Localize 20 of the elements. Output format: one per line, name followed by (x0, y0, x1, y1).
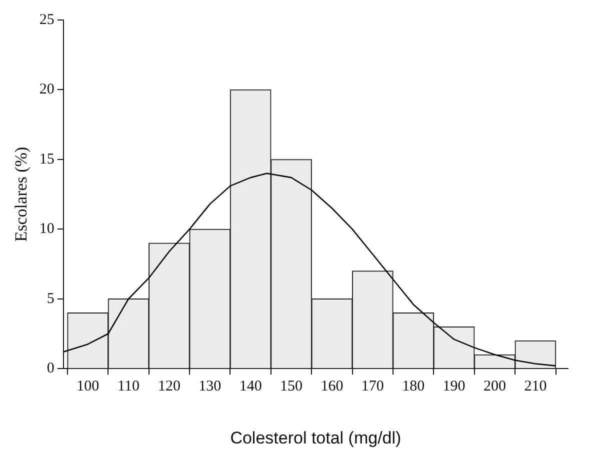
y-tick-label: 0 (46, 360, 54, 377)
x-tick-label: 170 (361, 378, 384, 395)
y-tick-label: 5 (46, 290, 54, 307)
x-tick-label: 160 (320, 378, 344, 395)
x-tick-label: 140 (239, 378, 262, 395)
x-tick-label: 110 (118, 378, 140, 395)
y-tick-label: 15 (39, 151, 54, 168)
y-tick-label: 20 (39, 82, 54, 98)
x-tick-label: 150 (280, 378, 303, 395)
y-tick-label: 25 (39, 12, 54, 28)
x-tick-label: 210 (524, 378, 547, 395)
x-axis-title: Colesterol total (mg/dl) (230, 428, 402, 448)
y-axis-title: Escolares (%) (12, 146, 31, 242)
y-tick-label: 10 (39, 221, 54, 238)
x-tick-label: 200 (484, 378, 506, 395)
x-tick-label: 100 (76, 378, 100, 395)
x-tick-label: 180 (402, 378, 425, 395)
x-tick-label: 130 (198, 378, 222, 395)
x-tick-label: 190 (442, 378, 466, 395)
x-tick-label: 120 (158, 378, 180, 395)
